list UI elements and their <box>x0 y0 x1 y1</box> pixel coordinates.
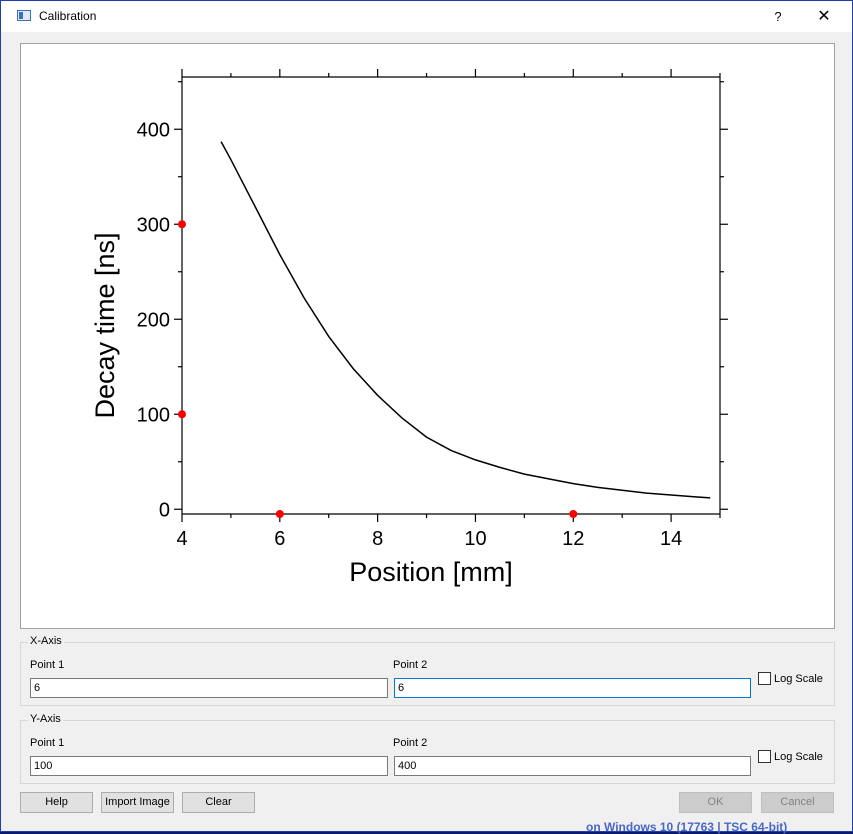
y-tick-label: 0 <box>159 499 170 521</box>
help-button[interactable]: Help <box>20 792 93 813</box>
y-calibration-marker <box>178 220 186 229</box>
x-calibration-marker <box>275 510 284 518</box>
y-point1-label: Point 1 <box>30 737 65 749</box>
x-tick-label: 8 <box>372 528 383 550</box>
help-question-icon[interactable]: ? <box>774 9 782 24</box>
x-log-scale-label: Log Scale <box>774 673 823 685</box>
y-axis-group-title: Y-Axis <box>28 713 63 725</box>
cancel-button[interactable]: Cancel <box>761 792 834 813</box>
y-calibration-marker <box>178 410 186 419</box>
y-point2-input[interactable] <box>394 756 751 776</box>
x-tick-label: 14 <box>660 528 682 550</box>
clear-button[interactable]: Clear <box>182 792 255 813</box>
title-bar: Calibration ? ✕ <box>1 1 852 32</box>
y-point2-label: Point 2 <box>393 737 428 749</box>
y-point1-input[interactable] <box>30 756 388 776</box>
x-point1-input[interactable] <box>30 678 388 698</box>
chart-series-line <box>220 141 711 499</box>
x-axis-label: Position [mm] <box>349 557 513 587</box>
x-calibration-marker <box>569 510 578 518</box>
x-tick-label: 12 <box>562 528 584 550</box>
decay-chart: 4 6 8 10 12 14 0 100 200 300 400 Position [mm] Dec… <box>90 69 728 587</box>
x-tick-label: 10 <box>464 528 486 550</box>
window-title: Calibration <box>39 9 97 23</box>
plot-area[interactable]: 4 6 8 10 12 14 0 100 200 300 400 Position [mm] Dec… <box>20 43 835 629</box>
y-tick-label: 200 <box>137 309 170 331</box>
x-axis-group: X-Axis Point 1 Point 2 Log Scale <box>20 635 835 706</box>
y-tick-label: 400 <box>137 119 170 141</box>
x-point2-label: Point 2 <box>393 659 428 671</box>
y-axis-group: Y-Axis Point 1 Point 2 Log Scale <box>20 713 835 784</box>
close-icon[interactable]: ✕ <box>817 8 831 25</box>
status-text: on Windows 10 (17763 | TSC 64-bit) <box>586 820 788 834</box>
x-point2-input[interactable] <box>394 678 751 698</box>
y-log-scale-checkbox[interactable] <box>758 750 771 763</box>
x-axis-group-title: X-Axis <box>28 635 64 647</box>
y-tick-label: 100 <box>137 404 170 426</box>
y-axis-label: Decay time [ns] <box>90 232 120 418</box>
y-log-scale-label: Log Scale <box>774 751 823 763</box>
import-image-button[interactable]: Import Image <box>101 792 174 813</box>
x-point1-label: Point 1 <box>30 659 65 671</box>
ok-button[interactable]: OK <box>679 792 752 813</box>
x-log-scale-checkbox[interactable] <box>758 672 771 685</box>
calibration-app-icon <box>17 10 31 21</box>
y-tick-label: 300 <box>137 214 170 236</box>
x-tick-label: 6 <box>274 528 285 550</box>
x-tick-label: 4 <box>176 528 187 550</box>
